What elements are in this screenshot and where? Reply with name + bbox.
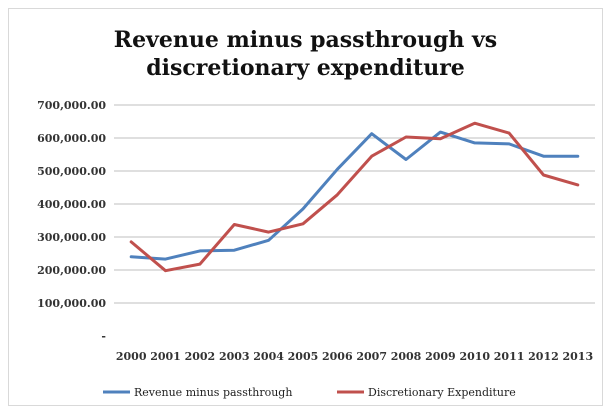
x-tick-label: 2007	[356, 350, 387, 363]
x-axis-labels: 2000 2001 2002 2003 2004 2005 2006 2007 2008 2009…	[116, 350, 593, 363]
x-tick-label: 2013	[563, 350, 594, 363]
legend-label: Revenue minus passthrough	[134, 386, 292, 399]
series-line	[129, 121, 580, 273]
x-tick-label: 2011	[494, 350, 525, 363]
x-tick-label: 2010	[459, 350, 490, 363]
x-tick-label: 2003	[219, 350, 250, 363]
x-tick-label: 2000	[116, 350, 147, 363]
chart-title-line-1: Revenue minus passthrough vs	[113, 27, 498, 53]
chart-title: Revenue minus passthrough vs discretiona…	[0, 26, 611, 82]
y-tick-label: -	[101, 330, 106, 343]
y-tick-label: 200,000.00	[37, 264, 106, 277]
x-tick-label: 2002	[185, 350, 216, 363]
x-tick-label: 2012	[528, 350, 559, 363]
gridlines	[114, 104, 595, 304]
chart-title-line-2: discretionary expenditure	[146, 55, 465, 81]
y-tick-label: 400,000.00	[37, 198, 106, 211]
x-tick-label: 2009	[425, 350, 456, 363]
y-tick-label: 500,000.00	[37, 165, 106, 178]
y-tick-label: 700,000.00	[37, 99, 106, 112]
x-tick-label: 2005	[288, 350, 319, 363]
y-tick-label: 100,000.00	[37, 297, 106, 310]
series-line	[129, 130, 580, 261]
legend: Revenue minus passthrough Discretionary E…	[103, 386, 516, 399]
y-axis-labels: - 100,000.00 200,000.00 300,000.00 400,000.0…	[37, 99, 106, 343]
series-lines	[129, 121, 580, 273]
y-tick-label: 300,000.00	[37, 231, 106, 244]
x-tick-label: 2001	[150, 350, 181, 363]
x-tick-label: 2006	[322, 350, 353, 363]
x-tick-label: 2008	[391, 350, 422, 363]
y-tick-label: 600,000.00	[37, 132, 106, 145]
legend-label: Discretionary Expenditure	[368, 386, 516, 399]
x-tick-label: 2004	[253, 350, 284, 363]
